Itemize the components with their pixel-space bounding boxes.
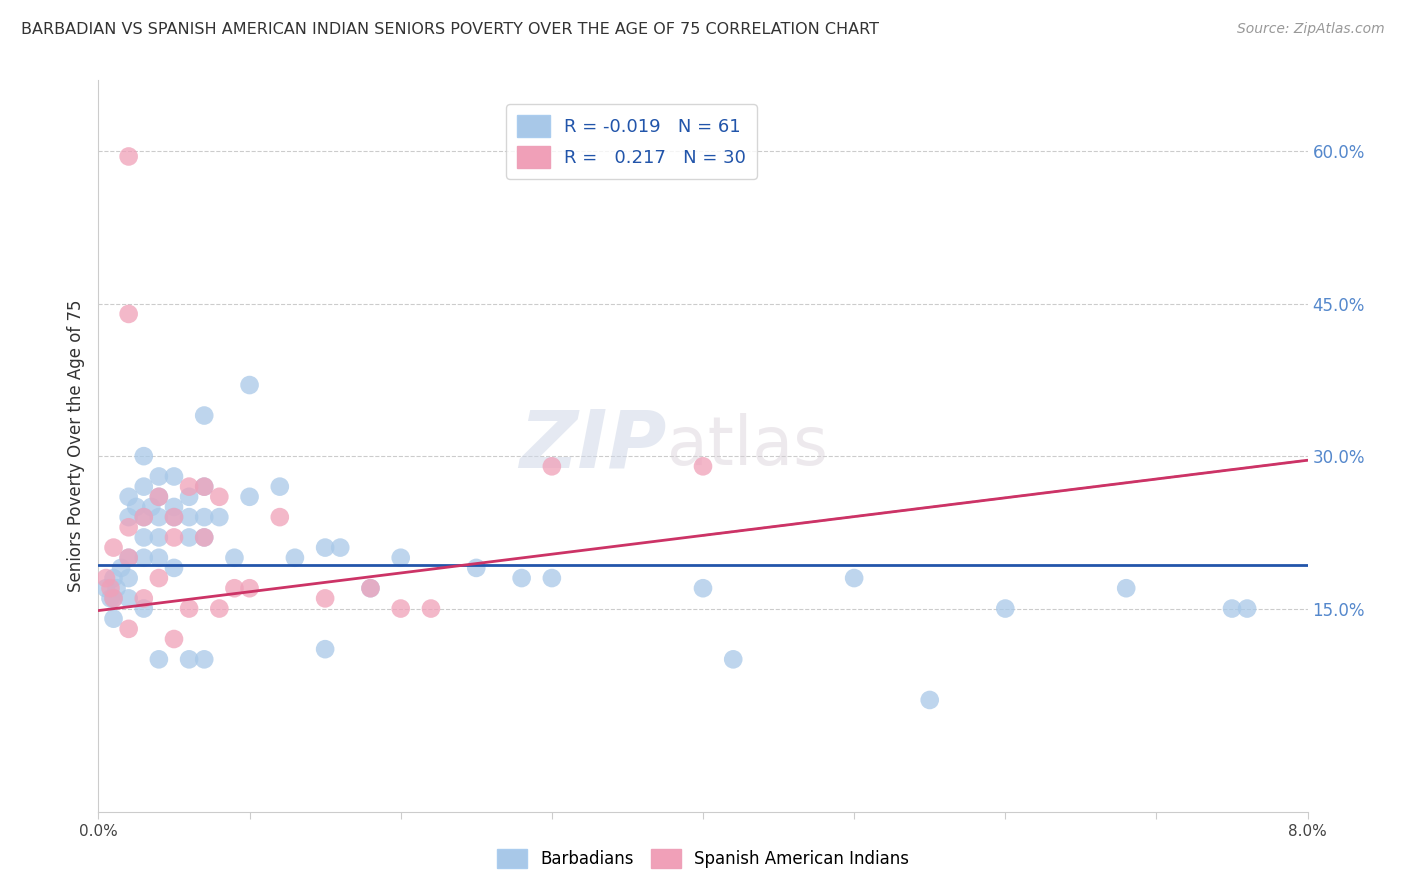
Point <box>118 550 141 565</box>
Y-axis label: Seniors Poverty Over the Age of 75: Seniors Poverty Over the Age of 75 <box>66 300 84 592</box>
Point <box>239 490 262 504</box>
Point <box>100 591 122 606</box>
Point <box>103 541 125 555</box>
Point <box>540 571 562 585</box>
Point <box>148 490 170 504</box>
Point <box>193 409 215 423</box>
Text: ZIP: ZIP <box>519 407 666 485</box>
Point <box>148 550 170 565</box>
Point <box>179 510 201 524</box>
Point <box>193 530 215 544</box>
Point <box>94 581 117 595</box>
Point <box>163 632 186 646</box>
Point <box>224 550 246 565</box>
Point <box>118 591 141 606</box>
Point <box>208 601 231 615</box>
Point <box>148 469 170 483</box>
Point <box>148 490 170 504</box>
Point <box>540 459 562 474</box>
Point <box>269 480 291 494</box>
Point <box>239 378 262 392</box>
Point <box>132 530 155 544</box>
Point <box>118 520 141 534</box>
Point <box>994 601 1017 615</box>
Point <box>269 510 291 524</box>
Point <box>844 571 866 585</box>
Point <box>105 581 128 595</box>
Point <box>118 490 141 504</box>
Point <box>314 541 336 555</box>
Point <box>239 581 262 595</box>
Point <box>103 612 125 626</box>
Point <box>163 500 186 514</box>
Point <box>132 510 155 524</box>
Point <box>179 530 201 544</box>
Point <box>329 541 352 555</box>
Point <box>132 591 155 606</box>
Point <box>118 571 141 585</box>
Point <box>94 571 117 585</box>
Legend: R = -0.019   N = 61, R =   0.217   N = 30: R = -0.019 N = 61, R = 0.217 N = 30 <box>506 104 756 178</box>
Point <box>224 581 246 595</box>
Point <box>314 591 336 606</box>
Point <box>132 601 155 615</box>
Point <box>179 480 201 494</box>
Point <box>193 652 215 666</box>
Point <box>692 581 714 595</box>
Point <box>125 500 148 514</box>
Text: Source: ZipAtlas.com: Source: ZipAtlas.com <box>1237 22 1385 37</box>
Point <box>389 601 412 615</box>
Point <box>148 510 170 524</box>
Point <box>103 591 125 606</box>
Point <box>193 510 215 524</box>
Point <box>465 561 488 575</box>
Point <box>163 469 186 483</box>
Point <box>118 550 141 565</box>
Point <box>118 510 141 524</box>
Point <box>723 652 745 666</box>
Point <box>510 571 533 585</box>
Point <box>100 581 122 595</box>
Point <box>163 561 186 575</box>
Point <box>132 480 155 494</box>
Point <box>132 550 155 565</box>
Point <box>360 581 382 595</box>
Point <box>110 561 132 575</box>
Point <box>103 571 125 585</box>
Point <box>103 591 125 606</box>
Point <box>1236 601 1258 615</box>
Point <box>420 601 443 615</box>
Point <box>314 642 336 657</box>
Point <box>118 307 141 321</box>
Point <box>118 622 141 636</box>
Point <box>360 581 382 595</box>
Point <box>179 601 201 615</box>
Point <box>163 510 186 524</box>
Point <box>284 550 307 565</box>
Point <box>193 530 215 544</box>
Point <box>208 490 231 504</box>
Point <box>918 693 941 707</box>
Point <box>179 490 201 504</box>
Point <box>179 652 201 666</box>
Point <box>208 510 231 524</box>
Point <box>1115 581 1137 595</box>
Point <box>148 571 170 585</box>
Point <box>148 530 170 544</box>
Point <box>118 149 141 163</box>
Point <box>132 449 155 463</box>
Point <box>163 530 186 544</box>
Point <box>163 510 186 524</box>
Legend: Barbadians, Spanish American Indians: Barbadians, Spanish American Indians <box>491 843 915 875</box>
Point <box>692 459 714 474</box>
Point <box>389 550 412 565</box>
Point <box>148 652 170 666</box>
Text: BARBADIAN VS SPANISH AMERICAN INDIAN SENIORS POVERTY OVER THE AGE OF 75 CORRELAT: BARBADIAN VS SPANISH AMERICAN INDIAN SEN… <box>21 22 879 37</box>
Point <box>1220 601 1243 615</box>
Text: atlas: atlas <box>666 413 828 479</box>
Point <box>141 500 163 514</box>
Point <box>132 510 155 524</box>
Point <box>193 480 215 494</box>
Point <box>193 480 215 494</box>
